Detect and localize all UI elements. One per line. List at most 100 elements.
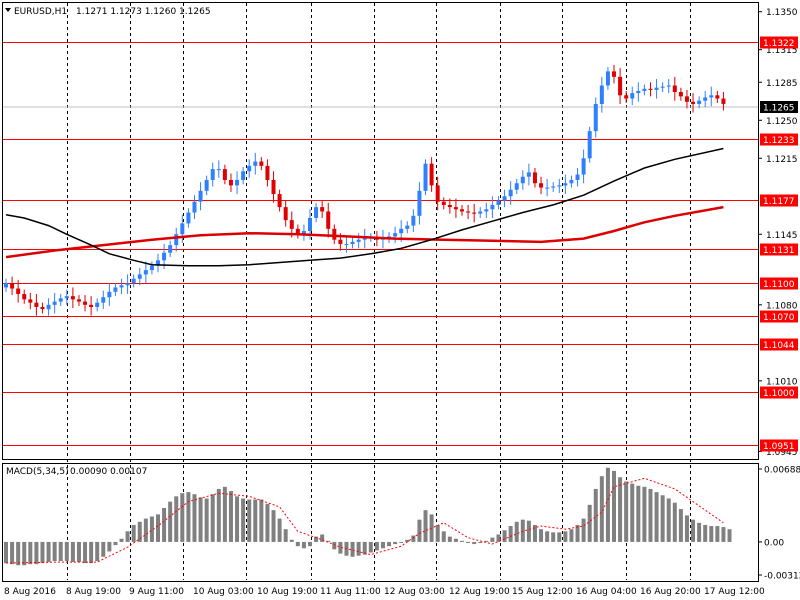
macd-bar-83 <box>508 526 513 542</box>
candle-body-96 <box>587 131 592 159</box>
macd-bar-64 <box>393 541 398 545</box>
macd-bar-3 <box>22 541 27 566</box>
macd-bar-23 <box>143 518 148 542</box>
macd-bar-97 <box>593 488 598 542</box>
candle-body-39 <box>241 171 246 180</box>
candle-body-66 <box>405 225 410 229</box>
candle-body-51 <box>314 207 319 218</box>
candle-body-52 <box>320 207 325 212</box>
candle-body-103 <box>630 93 635 99</box>
macd-bar-117 <box>715 526 720 542</box>
macd-bar-21 <box>131 524 136 542</box>
candle-body-46 <box>283 207 288 221</box>
macd-signal-polyline <box>5 477 724 564</box>
macd-bar-26 <box>162 508 167 542</box>
macd-bar-59 <box>362 541 367 555</box>
time-tick-label-4: 10 Aug 19:00 <box>257 587 318 597</box>
candle-body-86 <box>526 172 531 177</box>
candle-body-109 <box>666 85 671 87</box>
candle-body-72 <box>441 201 446 205</box>
candle-body-99 <box>605 71 610 86</box>
candle-body-9 <box>58 298 63 302</box>
candle-body-33 <box>204 179 209 191</box>
macd-bar-91 <box>557 532 562 542</box>
time-tick-label-1: 8 Aug 19:00 <box>66 587 121 597</box>
ma-slow-line <box>5 205 724 259</box>
macd-bar-16 <box>101 541 106 557</box>
price-tick-label-4: 1.1215 <box>766 155 798 165</box>
candle-body-48 <box>295 228 300 235</box>
candle-body-102 <box>624 95 629 99</box>
candle-body-15 <box>95 302 100 307</box>
candle-body-19 <box>119 285 124 288</box>
macd-bar-24 <box>149 516 154 542</box>
candle-body-74 <box>453 207 458 210</box>
time-tick-label-11: 17 Aug 12:00 <box>704 587 765 597</box>
macd-bar-79 <box>484 540 489 542</box>
macd-bar-58 <box>356 541 361 556</box>
candle-body-28 <box>174 234 179 246</box>
candle-body-88 <box>539 183 544 188</box>
candle-body-49 <box>301 231 306 235</box>
candle-body-34 <box>210 169 215 180</box>
candle-body-94 <box>575 174 580 180</box>
ohlc-readout: 1.1271 1.1273 1.1260 1.1265 <box>76 7 211 17</box>
candle-body-104 <box>636 90 641 94</box>
candle-body-71 <box>435 185 440 202</box>
moving-averages <box>5 147 724 267</box>
macd-bar-46 <box>283 529 288 542</box>
macd-bar-68 <box>417 519 422 542</box>
current-price-tag-bg <box>760 101 798 113</box>
chevron-down-icon[interactable] <box>5 8 11 12</box>
price-tick-label-8: 1.0945 <box>766 448 798 458</box>
macd-bar-53 <box>326 540 331 542</box>
macd-bar-28 <box>174 496 179 542</box>
macd-bar-37 <box>228 491 233 542</box>
price-tick-label-0: 1.1350 <box>766 8 798 18</box>
macd-bar-36 <box>222 486 227 542</box>
macd-bar-45 <box>277 518 282 542</box>
level-label-4: 1.1100 <box>763 280 795 290</box>
level-label-8: 1.0951 <box>763 442 795 452</box>
candle-body-114 <box>697 100 702 104</box>
candle-body-106 <box>648 88 653 90</box>
candle-body-100 <box>612 71 616 77</box>
candle-body-93 <box>569 179 574 184</box>
candle-body-92 <box>563 183 568 186</box>
macd-bar-93 <box>569 529 574 542</box>
price-tick-label-2: 1.1285 <box>766 79 798 89</box>
candle-body-0 <box>4 283 8 288</box>
macd-bar-96 <box>587 504 592 542</box>
candle-body-75 <box>460 209 464 212</box>
candle-body-7 <box>46 304 51 310</box>
candle-body-27 <box>168 245 173 253</box>
macd-bar-111 <box>678 509 683 542</box>
candle-body-8 <box>52 301 57 305</box>
level-label-7: 1.1000 <box>763 389 795 399</box>
current-price-tag: 1.1265 <box>760 101 798 114</box>
macd-bar-102 <box>624 481 629 542</box>
macd-bar-8 <box>52 541 57 562</box>
candle-body-1 <box>10 283 15 289</box>
candle-body-110 <box>672 85 677 93</box>
macd-tick-label-0: 0.00688 <box>764 466 800 476</box>
macd-bar-72 <box>441 531 446 542</box>
macd-bar-90 <box>551 532 556 542</box>
macd-bar-76 <box>466 541 471 543</box>
candle-body-89 <box>545 187 550 189</box>
macd-bar-48 <box>295 541 300 547</box>
macd-bar-5 <box>34 541 39 565</box>
macd-bar-20 <box>125 531 130 542</box>
macd-bar-84 <box>514 521 519 542</box>
macd-bar-25 <box>156 514 160 542</box>
candle-body-69 <box>423 163 428 191</box>
macd-bar-92 <box>563 531 568 542</box>
macd-bar-98 <box>599 476 604 542</box>
level-label-bg-2 <box>760 194 798 207</box>
macd-bar-75 <box>460 540 464 542</box>
candle-body-67 <box>411 215 416 226</box>
macd-bar-114 <box>697 522 702 542</box>
macd-bar-12 <box>76 541 81 563</box>
macd-bar-95 <box>581 518 586 542</box>
